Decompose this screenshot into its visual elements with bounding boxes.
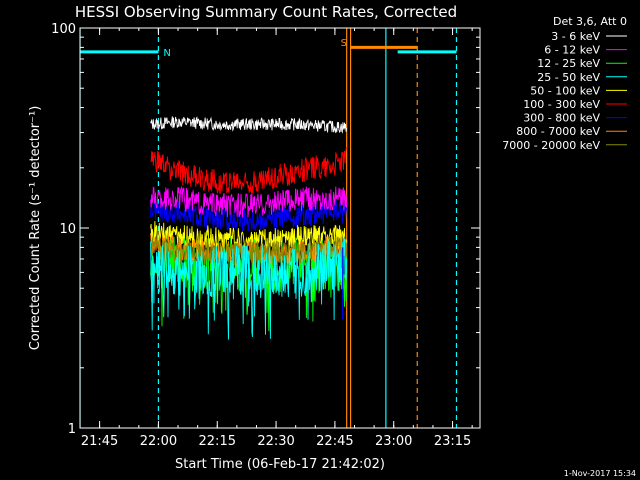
y-tick-label-0: 1 (68, 422, 76, 437)
x-tick-label-4: 22:45 (316, 434, 353, 449)
series-line-1 (150, 185, 348, 218)
indicator-label-S: S (341, 38, 347, 49)
series-line-5 (150, 147, 348, 195)
footer-date: 1-Nov-2017 15:34 (564, 469, 636, 478)
series-line-8 (150, 236, 348, 266)
legend-label-1: 6 - 12 keV (544, 44, 600, 57)
series-line-4 (150, 221, 348, 253)
x-tick-label-2: 22:15 (199, 434, 236, 449)
x-tick-label-5: 23:00 (375, 434, 412, 449)
series-line-3 (150, 238, 348, 340)
x-tick-label-0: 21:45 (81, 434, 118, 449)
legend-label-6: 300 - 800 keV (523, 112, 600, 125)
x-tick-label-1: 22:00 (140, 434, 177, 449)
chart-title: HESSI Observing Summary Count Rates, Cor… (75, 3, 457, 21)
indicator-label-N: N (163, 48, 170, 59)
y-tick-label-2: 100 (51, 22, 76, 37)
legend-label-3: 25 - 50 keV (537, 71, 600, 84)
legend-label-4: 50 - 100 keV (530, 84, 600, 97)
y-tick-label-1: 10 (59, 222, 76, 237)
legend-label-0: 3 - 6 keV (551, 30, 600, 43)
x-axis-label: Start Time (06-Feb-17 21:42:02) (175, 457, 385, 472)
legend-label-7: 800 - 7000 keV (516, 125, 600, 138)
x-tick-label-6: 23:15 (434, 434, 471, 449)
legend-label-5: 100 - 300 keV (523, 98, 600, 111)
legend-label-8: 7000 - 20000 keV (502, 139, 600, 152)
series-line-0 (150, 116, 348, 134)
legend-label-2: 12 - 25 keV (537, 57, 600, 70)
legend-title: Det 3,6, Att 0 (553, 15, 627, 28)
x-tick-label-3: 22:30 (257, 434, 294, 449)
axes: 21:45 22:00 22:15 22:30 22:45 23:00 23:15 1 10 10… (51, 22, 480, 449)
y-axis-label: Corrected Count Rate (s⁻¹ detector⁻¹) (28, 106, 43, 351)
plot-area: NS (79, 27, 481, 429)
